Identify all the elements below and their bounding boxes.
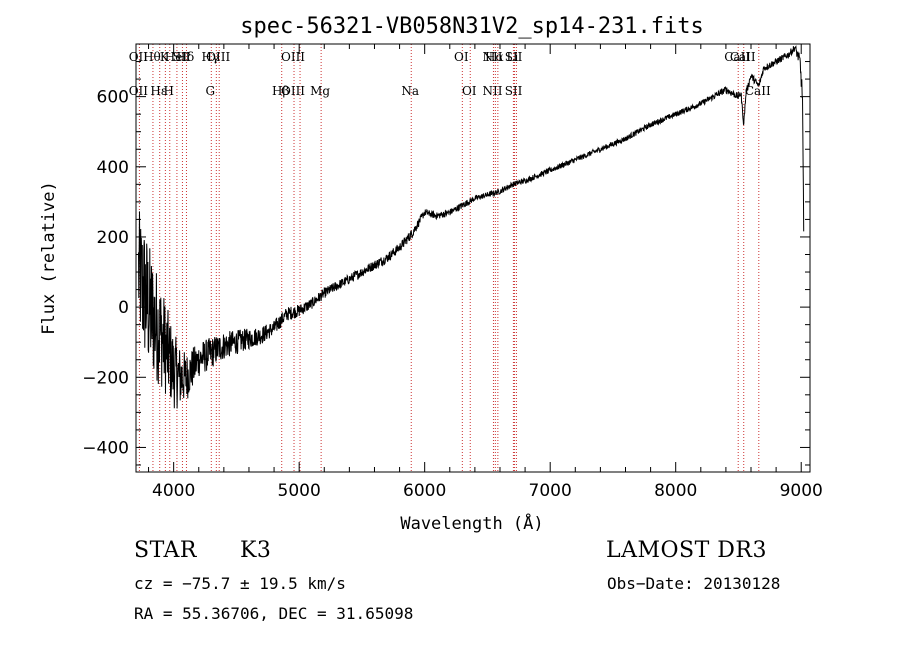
object-subclass: K3 (240, 538, 272, 563)
spectral-line-label: NII (482, 50, 502, 64)
x-tick-label: 7000 (529, 481, 572, 501)
spectral-line-label: Hε (150, 84, 167, 98)
object-class: STAR (134, 538, 197, 563)
x-axis-ticks: 4000 5000 6000 7000 8000 9000 (148, 44, 823, 501)
spectral-line-label: Hδ (177, 50, 195, 64)
y-tick-label: −400 (82, 438, 129, 458)
y-axis-label: Flux (relative) (39, 181, 59, 335)
spectral-line-label: K (160, 50, 170, 64)
spectral-line-label: CaII (724, 50, 750, 64)
y-tick-label: 600 (97, 88, 129, 108)
spectral-line-label: OIII (206, 50, 230, 64)
spectral-line-label: Li (507, 50, 519, 64)
spectral-line-label: Na (401, 84, 419, 98)
y-tick-label: 400 (97, 158, 129, 178)
observation-date: Obs−Date: 20130128 (607, 574, 781, 593)
spectral-line-label: G (206, 84, 216, 98)
spectral-line-label: Hγ (201, 50, 219, 64)
redshift-velocity: cz = −75.7 ± 19.5 km/s (134, 574, 346, 593)
x-tick-label: 5000 (278, 481, 321, 501)
spectral-line-label: OI (462, 84, 477, 98)
spectral-lines-group (138, 44, 760, 472)
spectral-line-label: SII (505, 84, 523, 98)
spectral-line-label: H (164, 84, 174, 98)
x-axis-label: Wavelength (Å) (400, 512, 543, 534)
spectral-line-label: NII (482, 84, 502, 98)
spectral-line-label: Hβ (272, 84, 289, 98)
ra-dec-coordinates: RA = 55.36706, DEC = 31.65098 (134, 604, 414, 623)
x-tick-label: 4000 (152, 481, 195, 501)
x-tick-label: 6000 (403, 481, 446, 501)
x-tick-label: 8000 (654, 481, 697, 501)
survey-name: LAMOST DR3 (606, 538, 767, 563)
spectral-line-label: CaII (745, 84, 771, 98)
spectral-line-label: OII (129, 84, 149, 98)
y-axis-ticks: −400 −200 0 200 400 600 (82, 61, 810, 466)
spectral-line-label: OIII (281, 50, 305, 64)
spectral-line-label: HeI (165, 50, 188, 64)
spectral-line-label: Hα (485, 50, 504, 64)
spectral-line-label: CaII (730, 50, 756, 64)
spectral-line-label: SII (173, 50, 191, 64)
spectral-line-label: OIII (281, 84, 305, 98)
spectral-line-label: OI (454, 50, 469, 64)
x-tick-label: 9000 (780, 481, 823, 501)
y-tick-label: 0 (118, 298, 129, 318)
spectral-line-label: Hθ (143, 50, 161, 64)
chart-title: spec-56321-VB058N31V2_sp14-231.fits (240, 14, 704, 39)
spectral-line-label: SII (505, 50, 523, 64)
spectral-line-label: Mg (310, 84, 330, 98)
spectral-line-label: OII (129, 50, 149, 64)
y-tick-label: 200 (97, 228, 129, 248)
plot-frame (135, 43, 811, 473)
spectrum-series-line (138, 45, 805, 409)
y-tick-label: −200 (82, 368, 129, 388)
